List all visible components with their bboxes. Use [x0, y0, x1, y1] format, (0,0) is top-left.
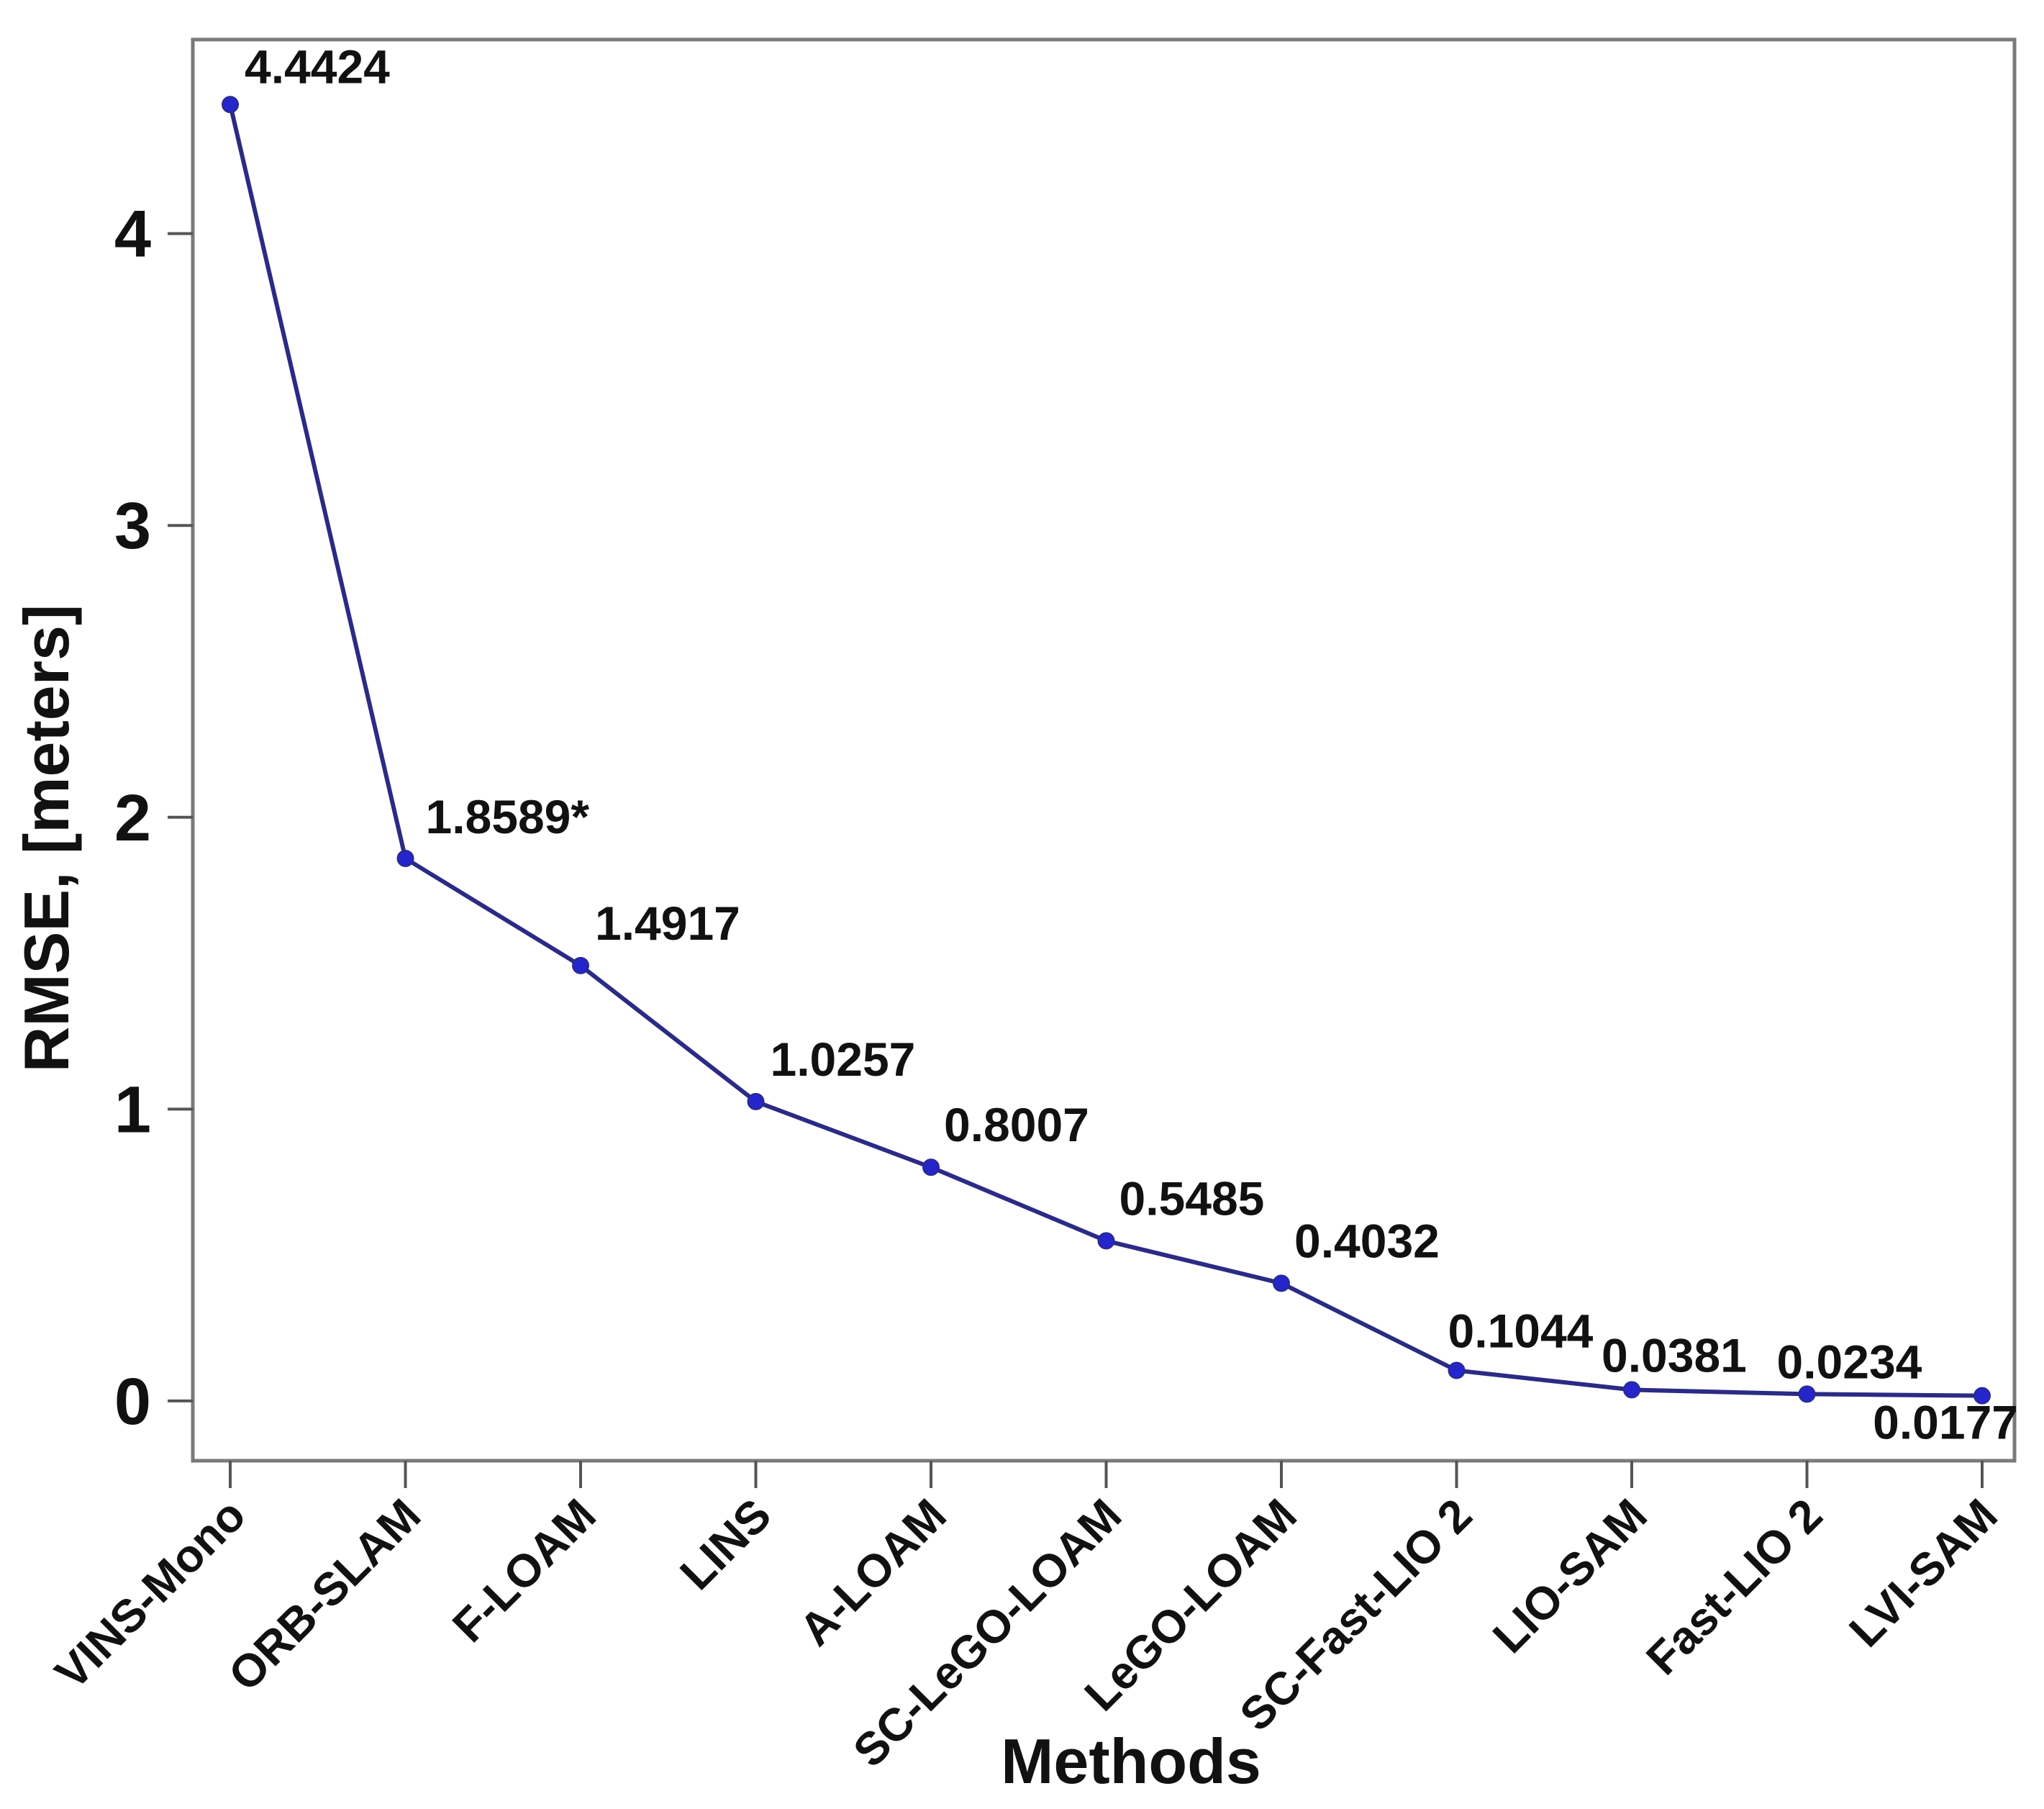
y-tick-label: 3 [114, 489, 151, 563]
y-axis-title: RMSE, [meters] [11, 604, 82, 1072]
data-point-label-4: 0.8007 [944, 1098, 1089, 1151]
data-point-9 [1798, 1385, 1816, 1403]
data-point-label-0: 4.4424 [245, 40, 390, 93]
plot-frame [191, 37, 2017, 1463]
y-tick-label: 4 [114, 198, 151, 271]
y-tick-label: 1 [114, 1073, 151, 1146]
data-point-0 [222, 96, 239, 114]
data-point-labels: 4.4424 1.8589* 1.4917 1.0257 0.8007 0.5485 0.4… [245, 40, 2018, 1448]
data-point-2 [572, 956, 589, 974]
x-tick-label-8: LIO-SAM [1483, 1489, 1657, 1663]
data-point-1 [396, 849, 414, 867]
data-point-label-3: 1.0257 [771, 1033, 916, 1086]
data-point-7 [1448, 1361, 1466, 1379]
data-point-5 [1097, 1232, 1115, 1250]
data-point-label-5: 0.5485 [1119, 1171, 1265, 1225]
x-axis-title: Methods [1001, 1726, 1261, 1797]
data-point-label-10: 0.0177 [1873, 1396, 2018, 1449]
data-point-8 [1623, 1381, 1640, 1399]
y-tick-label: 0 [114, 1365, 151, 1438]
x-tick-label-10: LVI-SAM [1839, 1489, 2007, 1657]
data-point-label-7: 0.1044 [1448, 1305, 1594, 1358]
data-point-label-1: 1.8589* [426, 790, 590, 843]
data-point-label-8: 0.0381 [1602, 1328, 1747, 1382]
rmse-line [228, 104, 1983, 1398]
data-point-6 [1273, 1274, 1290, 1292]
data-point-label-6: 0.4032 [1294, 1214, 1440, 1267]
x-tick-label-3: LINS [670, 1489, 781, 1600]
rmse-series [222, 96, 1991, 1405]
data-point-4 [922, 1159, 940, 1176]
y-tick-label: 2 [114, 781, 151, 855]
data-point-3 [747, 1092, 765, 1110]
x-tick-label-9: Fast-LIO 2 [1636, 1489, 1832, 1685]
x-tick-label-2: F-LOAM [442, 1489, 606, 1652]
data-point-label-9: 0.0234 [1777, 1335, 1922, 1388]
data-point-10 [1973, 1387, 1991, 1405]
y-axis-ticks: 0 1 2 3 4 [114, 198, 193, 1438]
data-point-label-2: 1.4917 [595, 897, 740, 950]
x-tick-label-4: A-LOAM [789, 1489, 956, 1656]
